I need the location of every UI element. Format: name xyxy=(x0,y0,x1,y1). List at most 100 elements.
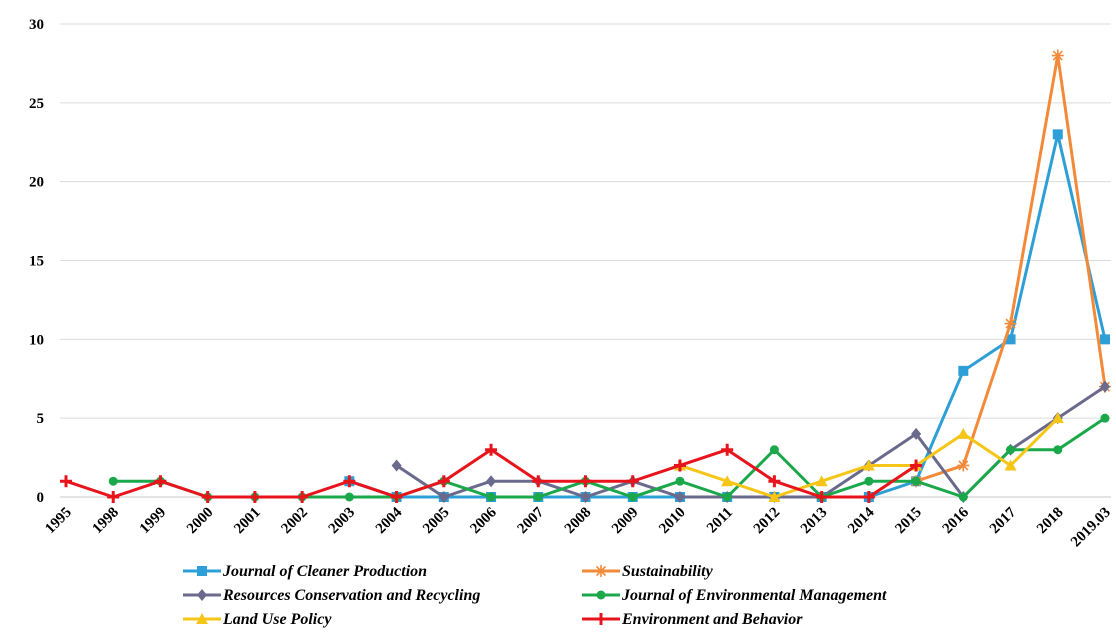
legend-label: Journal of Cleaner Production xyxy=(222,563,427,580)
data-point xyxy=(1052,129,1063,140)
legend-item: Journal of Environmental Management xyxy=(582,587,887,604)
legend-item: Resources Conservation and Recycling xyxy=(183,587,480,604)
series-4 xyxy=(673,412,1064,502)
y-tick-label: 0 xyxy=(37,490,45,506)
y-tick-label: 10 xyxy=(29,332,44,348)
series-5 xyxy=(60,443,923,503)
x-tick-label: 2015 xyxy=(892,505,925,538)
x-tick-label: 2003 xyxy=(326,505,359,538)
data-point xyxy=(197,566,207,576)
data-point xyxy=(196,613,208,624)
x-axis-ticks: 1995 1998 1999 2000 2001 2002 2003 2004 2005 2006… xyxy=(42,504,1114,550)
data-point xyxy=(391,459,402,472)
data-point xyxy=(1004,459,1017,471)
data-point xyxy=(486,492,496,502)
x-tick-label: 1999 xyxy=(137,505,170,538)
data-point xyxy=(1004,317,1017,330)
data-point xyxy=(1053,445,1063,455)
x-tick-label: 2016 xyxy=(940,504,973,537)
x-tick-label: 2004 xyxy=(373,504,406,537)
data-point xyxy=(626,475,639,488)
x-tick-label: 1998 xyxy=(90,505,123,538)
data-point xyxy=(107,491,120,503)
series-line xyxy=(65,448,917,499)
data-point xyxy=(1006,445,1016,455)
data-point xyxy=(296,491,309,503)
data-point xyxy=(486,475,497,488)
y-tick-label: 30 xyxy=(29,17,44,33)
series-3 xyxy=(108,413,1110,502)
data-point xyxy=(485,443,498,456)
data-point xyxy=(815,475,828,487)
data-point xyxy=(60,475,72,488)
legend-label: Environment and Behavior xyxy=(621,611,803,628)
data-point xyxy=(595,613,607,625)
data-point xyxy=(768,475,781,488)
legend-label: Resources Conservation and Recycling xyxy=(222,587,480,604)
x-tick-label: 2009 xyxy=(609,505,642,538)
x-tick-label: 2010 xyxy=(656,505,689,538)
x-tick-label: 2000 xyxy=(184,505,217,538)
series-line xyxy=(348,132,1107,499)
x-tick-label: 2006 xyxy=(467,504,500,537)
y-tick-label: 5 xyxy=(37,411,45,427)
data-point xyxy=(1100,334,1110,345)
data-point xyxy=(911,476,921,486)
data-point xyxy=(438,491,449,503)
x-tick-label: 2005 xyxy=(420,505,453,538)
data-point xyxy=(864,476,874,486)
legend-label: Journal of Environmental Management xyxy=(621,587,887,604)
data-point xyxy=(197,589,207,601)
x-tick-label: 2002 xyxy=(278,505,311,538)
y-tick-label: 15 xyxy=(29,254,44,270)
data-point xyxy=(201,491,214,503)
series-2 xyxy=(391,380,1110,503)
data-point xyxy=(580,491,591,503)
x-tick-label: 2007 xyxy=(515,504,548,537)
data-point xyxy=(437,475,450,488)
data-point xyxy=(1051,412,1064,424)
y-tick-label: 20 xyxy=(29,175,44,191)
x-tick-label: 2014 xyxy=(845,504,878,537)
data-point xyxy=(862,459,875,471)
legend: Journal of Cleaner Production Sustainabil… xyxy=(183,563,887,628)
legend-item: Sustainability xyxy=(582,563,714,580)
legend-label: Land Use Policy xyxy=(222,611,332,628)
grid-lines xyxy=(60,23,1111,419)
data-point xyxy=(596,590,606,600)
data-point xyxy=(957,427,970,439)
data-point xyxy=(533,492,543,502)
data-point xyxy=(532,475,545,488)
data-point xyxy=(1100,413,1110,423)
legend-item: Journal of Cleaner Production xyxy=(183,563,427,580)
data-point xyxy=(1100,380,1110,393)
x-tick-label: 1995 xyxy=(42,505,75,538)
legend-item: Land Use Policy xyxy=(183,611,332,628)
data-point xyxy=(862,491,875,503)
x-tick-label: 2019.03 xyxy=(1068,505,1114,551)
x-tick-label: 2001 xyxy=(231,505,264,538)
data-point xyxy=(768,491,781,502)
data-point xyxy=(958,492,968,502)
data-point xyxy=(911,427,922,440)
legend-item: Environment and Behavior xyxy=(582,611,803,628)
data-point xyxy=(958,365,969,376)
data-point xyxy=(721,443,734,456)
data-point xyxy=(673,459,686,472)
x-tick-label: 2017 xyxy=(987,504,1020,537)
series-group xyxy=(60,49,1111,503)
data-point xyxy=(344,492,354,502)
x-tick-label: 2013 xyxy=(798,505,831,538)
data-point xyxy=(343,475,356,488)
data-point xyxy=(628,492,638,502)
data-point xyxy=(675,476,685,486)
data-point xyxy=(1005,334,1016,345)
data-point xyxy=(248,491,261,503)
data-point xyxy=(957,459,970,472)
data-point xyxy=(390,491,403,503)
legend-label: Sustainability xyxy=(622,563,714,580)
data-point xyxy=(1051,49,1064,62)
data-point xyxy=(769,445,779,455)
x-tick-label: 2012 xyxy=(751,505,784,538)
x-tick-label: 2011 xyxy=(704,505,736,537)
